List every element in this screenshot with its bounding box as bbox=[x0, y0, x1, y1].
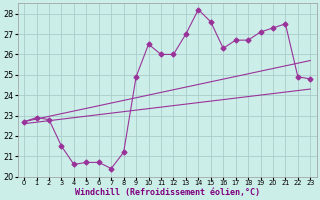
X-axis label: Windchill (Refroidissement éolien,°C): Windchill (Refroidissement éolien,°C) bbox=[75, 188, 260, 197]
